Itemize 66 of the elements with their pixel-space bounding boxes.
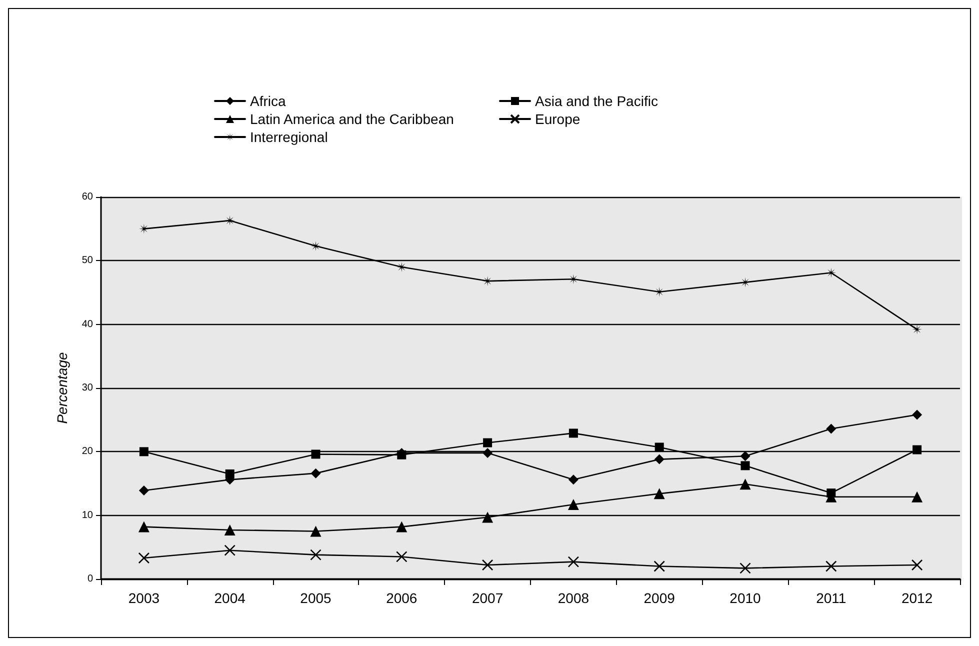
y-tick-label: 10 bbox=[82, 510, 94, 521]
x-tick-label: 2007 bbox=[472, 590, 504, 606]
point bbox=[912, 491, 923, 502]
legend-label: Africa bbox=[250, 93, 286, 109]
point bbox=[224, 524, 236, 536]
point bbox=[826, 424, 836, 434]
point bbox=[138, 224, 149, 234]
x-tick-label: 2009 bbox=[644, 590, 676, 606]
x-tick-label: 2004 bbox=[214, 590, 246, 606]
legend-label: Asia and the Pacific bbox=[535, 93, 658, 109]
legend-label: Latin America and the Caribbean bbox=[250, 111, 454, 127]
point bbox=[654, 454, 664, 464]
point bbox=[224, 544, 236, 556]
y-axis-title: Percentage bbox=[54, 352, 70, 424]
point bbox=[482, 559, 494, 571]
point bbox=[311, 450, 320, 459]
point bbox=[654, 560, 665, 572]
point bbox=[396, 521, 408, 532]
point bbox=[740, 461, 750, 470]
point bbox=[224, 216, 235, 226]
point bbox=[138, 552, 150, 564]
point bbox=[310, 549, 322, 560]
point bbox=[482, 448, 493, 458]
point bbox=[912, 324, 922, 334]
point bbox=[568, 474, 578, 485]
x-tick-label: 2011 bbox=[816, 590, 846, 606]
point bbox=[482, 512, 494, 523]
y-tick-label: 0 bbox=[87, 574, 94, 584]
point bbox=[396, 551, 408, 562]
x-tick-label: 2010 bbox=[730, 590, 762, 606]
point bbox=[310, 526, 322, 537]
point bbox=[826, 560, 837, 572]
point bbox=[740, 478, 751, 490]
point bbox=[138, 521, 150, 532]
y-tick-label: 60 bbox=[82, 192, 94, 202]
point bbox=[912, 445, 922, 454]
y-tick-label: 40 bbox=[82, 318, 94, 330]
point bbox=[568, 499, 579, 510]
point bbox=[139, 447, 148, 456]
point bbox=[654, 442, 664, 452]
point bbox=[483, 438, 492, 448]
y-tick-label: 20 bbox=[82, 446, 94, 458]
x-tick-label: 2012 bbox=[901, 590, 933, 606]
point bbox=[654, 286, 664, 297]
x-tick-label: 2008 bbox=[558, 590, 590, 606]
x-tick-label: 2006 bbox=[386, 590, 418, 606]
x-tick-label: 2005 bbox=[300, 590, 332, 606]
legend-label: Europe bbox=[535, 111, 580, 127]
point bbox=[826, 488, 836, 498]
point bbox=[911, 559, 923, 571]
point bbox=[740, 562, 751, 574]
legend-label: Interregional bbox=[250, 129, 328, 145]
point bbox=[654, 488, 665, 500]
point bbox=[310, 468, 321, 478]
point bbox=[568, 556, 580, 568]
y-tick-label: 30 bbox=[82, 382, 94, 394]
point bbox=[740, 451, 750, 462]
x-tick-label: 2003 bbox=[128, 590, 160, 606]
point bbox=[568, 428, 578, 438]
point bbox=[310, 241, 321, 252]
point bbox=[138, 486, 149, 496]
point bbox=[826, 268, 836, 278]
y-tick-label: 50 bbox=[82, 255, 94, 266]
point bbox=[740, 277, 750, 288]
point bbox=[396, 262, 407, 272]
point bbox=[912, 410, 922, 420]
